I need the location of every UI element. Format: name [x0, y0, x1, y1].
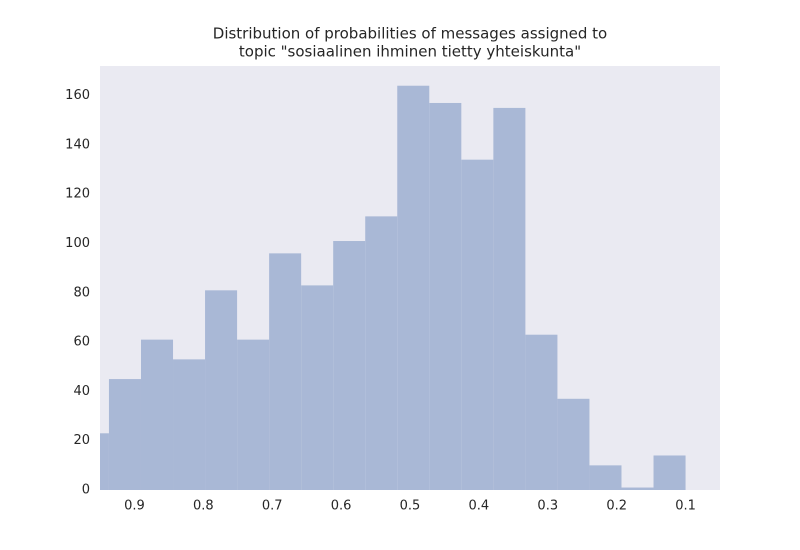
bar	[429, 102, 462, 490]
bar	[589, 465, 622, 490]
bar	[621, 487, 654, 490]
y-tick-label: 60	[73, 335, 90, 350]
bar	[205, 290, 238, 490]
x-tick-label: 0.7	[262, 499, 283, 514]
y-tick-label: 20	[73, 433, 90, 448]
bar	[108, 379, 141, 490]
bar	[333, 241, 366, 490]
bar	[140, 339, 174, 490]
x-tick-label: 0.2	[606, 499, 627, 514]
bar	[525, 334, 558, 490]
x-tick-label: 0.3	[537, 499, 558, 514]
bar	[269, 253, 302, 490]
x-tick-label: 0.5	[400, 499, 421, 514]
bars	[100, 85, 686, 490]
bar	[461, 159, 494, 490]
y-tick-label: 0	[82, 483, 90, 498]
bar	[493, 107, 526, 490]
y-tick-label: 120	[65, 187, 90, 202]
x-tick-label: 0.1	[675, 499, 696, 514]
y-tick-label: 40	[73, 384, 90, 399]
y-tick-label: 140	[65, 137, 90, 152]
x-tick-label: 0.4	[469, 499, 490, 514]
bar	[653, 455, 686, 490]
bar	[397, 85, 430, 490]
x-tick-label: 0.8	[193, 499, 214, 514]
chart-title: Distribution of probabilities of message…	[213, 25, 607, 43]
y-tick-label: 80	[73, 285, 90, 300]
bar	[301, 285, 334, 490]
bar	[237, 339, 270, 490]
chart-title: topic "sosiaalinen ihminen tietty yhteis…	[239, 43, 581, 61]
bar	[100, 433, 109, 490]
bar	[173, 359, 206, 490]
x-tick-label: 0.9	[124, 499, 145, 514]
bar	[365, 216, 398, 490]
y-tick-label: 100	[65, 236, 90, 251]
x-tick-label: 0.6	[331, 499, 352, 514]
y-tick-label: 160	[65, 88, 90, 103]
bar	[557, 398, 590, 490]
